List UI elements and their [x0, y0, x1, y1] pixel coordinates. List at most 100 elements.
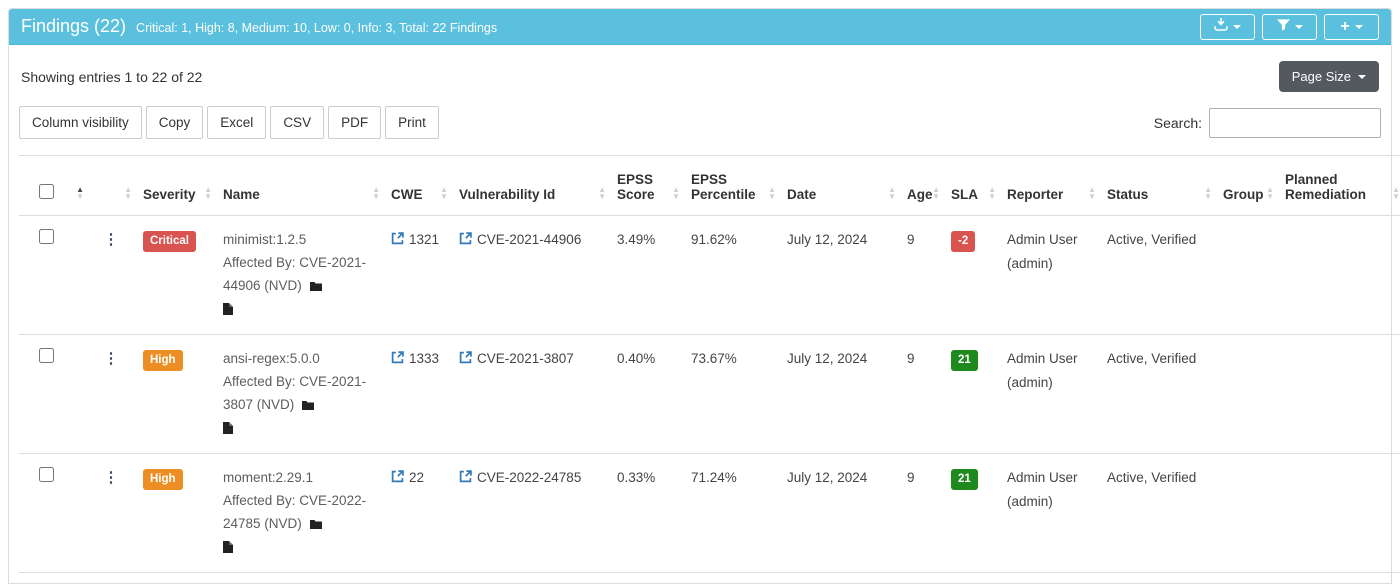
sort-icons — [76, 186, 84, 200]
group-cell — [1215, 453, 1277, 573]
header-epss-score[interactable]: EPSS Score — [609, 155, 683, 216]
vulnerability-id-link[interactable]: CVE-2021-3807 — [477, 350, 574, 366]
search-area: Search: — [1153, 107, 1381, 138]
sort-icons — [932, 186, 940, 200]
table-row: ⋮ Critical minimist:1.2.5 Affected By: C… — [19, 215, 1400, 335]
flag-icon — [302, 394, 315, 417]
finding-name: moment:2.29.1 — [223, 469, 314, 485]
external-link-icon[interactable] — [391, 467, 404, 491]
print-button[interactable]: Print — [385, 106, 439, 139]
finding-name-link[interactable]: moment:2.29.1 Affected By: CVE-2022-2478… — [223, 466, 373, 560]
filter-menu-button[interactable] — [1262, 13, 1317, 40]
finding-name-link[interactable]: ansi-regex:5.0.0 Affected By: CVE-2021-3… — [223, 347, 373, 441]
table-row: ⋮ High ansi-regex:5.0.0 Affected By: CVE… — [19, 334, 1400, 454]
header-cwe[interactable]: CWE — [383, 155, 451, 216]
sort-icons — [598, 186, 606, 200]
reporter-cell: Admin User (admin) — [999, 334, 1099, 454]
planned-remediation-cell — [1277, 334, 1400, 454]
kebab-menu-icon[interactable]: ⋮ — [103, 468, 119, 486]
sort-icons — [124, 186, 132, 200]
sort-icons — [1204, 186, 1212, 200]
finding-name-link[interactable]: minimist:1.2.5 Affected By: CVE-2021-449… — [223, 228, 373, 322]
header-reporter[interactable]: Reporter — [999, 155, 1099, 216]
header-status[interactable]: Status — [1099, 155, 1215, 216]
vulnerability-id-link[interactable]: CVE-2021-44906 — [477, 232, 582, 247]
note-icon[interactable] — [223, 537, 233, 560]
vulnerability-id-link[interactable]: CVE-2022-24785 — [477, 469, 582, 485]
external-link-icon[interactable] — [391, 229, 404, 253]
reporter-cell: Admin User (admin) — [999, 453, 1099, 573]
sort-icons — [988, 186, 996, 200]
cwe-link[interactable]: 22 — [409, 469, 425, 485]
external-link-icon[interactable] — [459, 229, 472, 253]
header-age[interactable]: Age — [899, 155, 943, 216]
sort-icons — [672, 186, 680, 200]
header-actions-column[interactable] — [87, 155, 135, 216]
add-menu-button[interactable]: + — [1324, 13, 1379, 40]
cwe-link[interactable]: 1333 — [409, 350, 440, 366]
excel-button[interactable]: Excel — [207, 106, 267, 139]
row-checkbox[interactable] — [39, 347, 54, 363]
external-link-icon[interactable] — [459, 348, 472, 372]
reporter-cell: Admin User (admin) — [999, 215, 1099, 335]
export-buttons: Column visibility Copy Excel CSV PDF Pri… — [19, 106, 439, 139]
table-row: ⋮ High moment:2.29.1 Affected By: CVE-20… — [19, 453, 1400, 573]
group-cell — [1215, 334, 1277, 454]
cwe-link[interactable]: 1321 — [409, 232, 440, 247]
pdf-button[interactable]: PDF — [328, 106, 382, 139]
caret-down-icon — [1354, 24, 1363, 29]
header-sla[interactable]: SLA — [943, 155, 999, 216]
caret-down-icon — [1233, 24, 1241, 29]
copy-button[interactable]: Copy — [145, 106, 204, 139]
search-input[interactable] — [1209, 107, 1381, 138]
download-menu-button[interactable] — [1200, 13, 1255, 40]
row-checkbox[interactable] — [39, 229, 54, 244]
select-all-checkbox[interactable] — [39, 184, 54, 199]
finding-name: ansi-regex:5.0.0 — [223, 350, 320, 366]
severity-badge: High — [143, 468, 183, 490]
sort-icons — [1392, 186, 1400, 200]
header-vulnerability-id[interactable]: Vulnerability Id — [451, 155, 609, 216]
plus-icon: + — [1340, 17, 1350, 35]
finding-affected-by: Affected By: CVE-2022-24785 (NVD) — [223, 492, 367, 531]
external-link-icon[interactable] — [459, 467, 472, 491]
header-group[interactable]: Group — [1215, 155, 1277, 216]
header-planned-remediation[interactable]: Planned Remediation — [1277, 155, 1400, 216]
date-cell: July 12, 2024 — [779, 215, 899, 335]
external-link-icon[interactable] — [391, 348, 404, 372]
header-name[interactable]: Name — [215, 155, 383, 216]
header-select-all[interactable] — [19, 155, 87, 216]
sla-badge: 21 — [951, 468, 978, 490]
findings-summary: Critical: 1, High: 8, Medium: 10, Low: 0… — [136, 21, 498, 35]
header-epss-percentile[interactable]: EPSS Percentile — [683, 155, 779, 216]
kebab-menu-icon[interactable]: ⋮ — [103, 349, 119, 367]
epss-percentile-cell: 73.67% — [683, 334, 779, 454]
page-title: Findings (22) — [21, 16, 127, 36]
column-visibility-button[interactable]: Column visibility — [19, 106, 142, 139]
search-label: Search: — [1153, 114, 1202, 131]
toolbar: Column visibility Copy Excel CSV PDF Pri… — [19, 106, 1381, 139]
severity-badge: High — [143, 349, 183, 371]
row-checkbox[interactable] — [39, 466, 54, 482]
note-icon[interactable] — [223, 418, 233, 441]
note-icon[interactable] — [223, 299, 233, 322]
header-date[interactable]: Date — [779, 155, 899, 216]
caret-down-icon — [1358, 74, 1366, 79]
entries-info: Showing entries 1 to 22 of 22 — [21, 68, 203, 85]
table-header-row: Severity Name CWE Vulnerability Id — [19, 155, 1400, 216]
sort-icons — [204, 186, 212, 200]
flag-icon — [309, 513, 322, 536]
page-size-label: Page Size — [1291, 69, 1351, 84]
download-icon — [1214, 18, 1228, 35]
age-cell: 9 — [899, 453, 943, 573]
kebab-menu-icon[interactable]: ⋮ — [103, 231, 119, 248]
date-cell: July 12, 2024 — [779, 334, 899, 454]
csv-button[interactable]: CSV — [270, 106, 325, 139]
header-severity[interactable]: Severity — [135, 155, 215, 216]
sort-icons — [888, 186, 896, 200]
sort-icons — [372, 186, 380, 200]
findings-panel: Findings (22) Critical: 1, High: 8, Medi… — [8, 8, 1400, 584]
page-size-button[interactable]: Page Size — [1278, 61, 1379, 92]
flag-icon — [309, 275, 322, 298]
caret-down-icon — [1294, 24, 1303, 29]
